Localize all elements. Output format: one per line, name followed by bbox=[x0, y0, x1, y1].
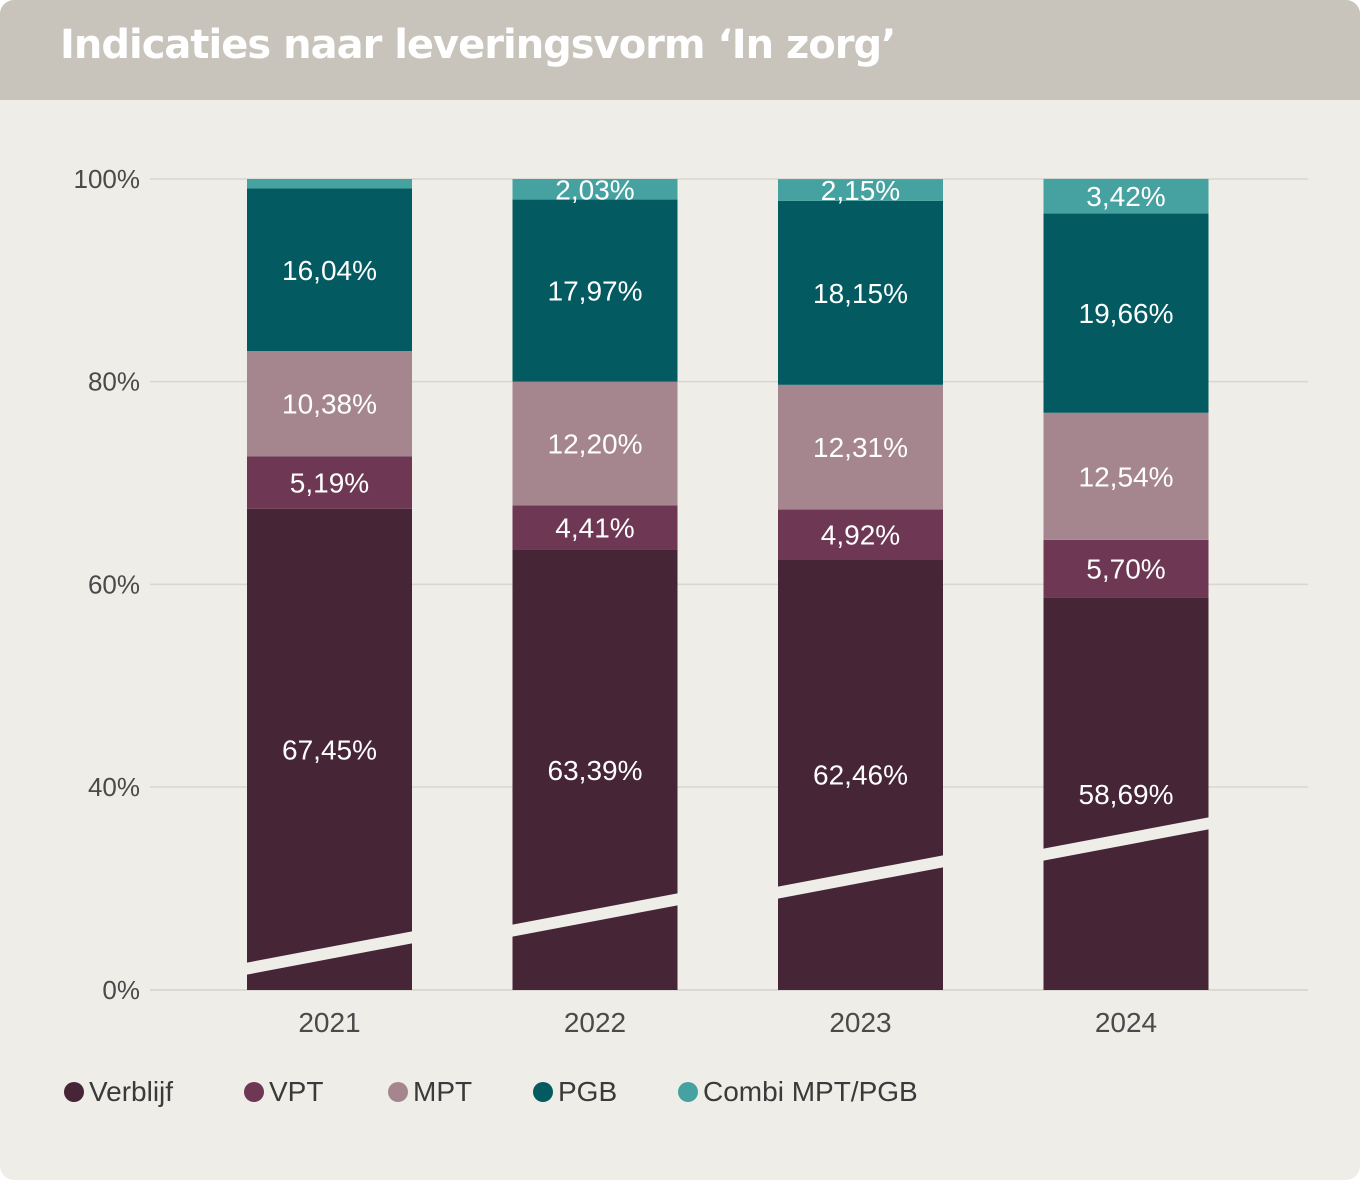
x-tick-label: 2023 bbox=[829, 1007, 891, 1038]
axis-break-marks bbox=[245, 817, 1211, 975]
x-tick-label: 2021 bbox=[298, 1007, 360, 1038]
data-label: 2,03% bbox=[555, 174, 634, 205]
legend-label: Verblijf bbox=[89, 1076, 173, 1107]
bar-segment bbox=[778, 384, 943, 510]
legend-swatch bbox=[64, 1082, 84, 1102]
axis-break-mark bbox=[1041, 817, 1211, 861]
data-label: 5,70% bbox=[1086, 554, 1165, 585]
data-label: 16,04% bbox=[282, 255, 377, 286]
y-tick-label: 40% bbox=[88, 772, 140, 802]
data-label: 17,97% bbox=[548, 276, 643, 307]
y-tick-label: 100% bbox=[74, 164, 141, 194]
bar-segment bbox=[247, 456, 412, 509]
x-tick-label: 2024 bbox=[1095, 1007, 1157, 1038]
legend: Verblijf VPT MPT PGB Combi MPT/PGB bbox=[64, 1076, 918, 1107]
y-axis-ticks: 0% 40% 60% 80% 100% bbox=[74, 164, 141, 1005]
axis-break-mark bbox=[245, 931, 414, 975]
bar-segment bbox=[247, 351, 412, 457]
data-label: 2,15% bbox=[821, 175, 900, 206]
data-label: 19,66% bbox=[1079, 298, 1174, 329]
bar-segment bbox=[778, 200, 943, 385]
y-tick-label: 0% bbox=[102, 975, 140, 1005]
data-label: 4,92% bbox=[821, 519, 900, 550]
data-label: 62,46% bbox=[813, 760, 908, 791]
x-axis-ticks: 2021 2022 2023 2024 bbox=[298, 1007, 1157, 1038]
legend-label: VPT bbox=[269, 1076, 323, 1107]
legend-swatch bbox=[244, 1082, 264, 1102]
data-label: 67,45% bbox=[282, 734, 377, 765]
data-label: 63,39% bbox=[548, 755, 643, 786]
y-tick-label: 60% bbox=[88, 569, 140, 599]
data-label: 18,15% bbox=[813, 278, 908, 309]
bar-segment bbox=[247, 179, 412, 189]
bar-segment bbox=[512, 505, 678, 550]
bar-segment bbox=[512, 381, 678, 506]
chart-title: Indicaties naar leveringsvorm ‘In zorg’ bbox=[60, 22, 896, 68]
bar-segment bbox=[1043, 597, 1209, 990]
bar-segment bbox=[512, 179, 678, 200]
data-label: 12,54% bbox=[1079, 461, 1174, 492]
title-bar: Indicaties naar leveringsvorm ‘In zorg’ bbox=[0, 0, 1360, 100]
legend-swatch bbox=[388, 1082, 408, 1102]
bar-segment bbox=[1043, 539, 1209, 598]
legend-swatch bbox=[678, 1082, 698, 1102]
data-label: 3,42% bbox=[1086, 181, 1165, 212]
legend-label: PGB bbox=[558, 1076, 617, 1107]
data-label: 4,41% bbox=[555, 513, 634, 544]
bar-segment bbox=[247, 508, 412, 990]
data-label: 12,31% bbox=[813, 432, 908, 463]
axis-break-mark bbox=[776, 855, 945, 899]
bar-segment bbox=[512, 199, 678, 382]
legend-label: MPT bbox=[413, 1076, 472, 1107]
bar-segment bbox=[778, 509, 943, 560]
bar-segment bbox=[1043, 178, 1209, 214]
bar-segment bbox=[778, 179, 943, 201]
y-tick-label: 80% bbox=[88, 367, 140, 397]
axis-break-mark bbox=[510, 893, 680, 937]
bar-segment bbox=[1043, 412, 1209, 540]
legend-swatch bbox=[533, 1082, 553, 1102]
data-label: 12,20% bbox=[548, 428, 643, 459]
data-label: 58,69% bbox=[1079, 779, 1174, 810]
bar-segment bbox=[247, 188, 412, 352]
data-label: 5,19% bbox=[290, 468, 369, 499]
x-tick-label: 2022 bbox=[564, 1007, 626, 1038]
bar-segment bbox=[1043, 213, 1209, 413]
bar-segment bbox=[778, 559, 943, 990]
data-labels: 67,45% 5,19% 10,38% 16,04% 63,39% 4,41% 12,20%… bbox=[282, 174, 1173, 810]
legend-label: Combi MPT/PGB bbox=[703, 1076, 918, 1107]
data-label: 10,38% bbox=[282, 389, 377, 420]
